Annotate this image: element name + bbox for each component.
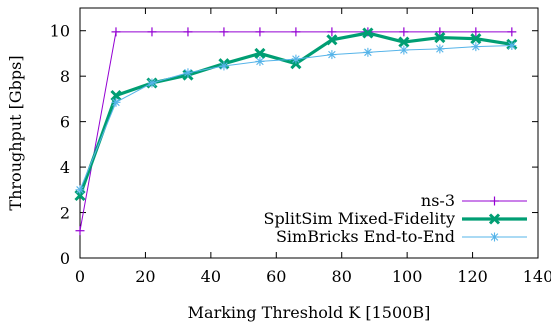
x-tick-label: 100 xyxy=(392,267,423,286)
data-point xyxy=(435,27,445,37)
legend-label: SplitSim Mixed-Fidelity xyxy=(264,209,455,228)
data-point xyxy=(398,36,410,48)
x-tick-label: 0 xyxy=(75,267,85,286)
series-layer xyxy=(74,27,518,236)
data-point xyxy=(254,47,266,60)
y-tick-label: 4 xyxy=(60,158,70,177)
data-point xyxy=(326,34,338,46)
data-point xyxy=(111,27,121,37)
legend-item: SplitSim Mixed-Fidelity xyxy=(264,209,527,228)
data-point xyxy=(147,27,157,37)
data-point xyxy=(362,27,374,39)
series-0 xyxy=(75,27,517,236)
data-point xyxy=(75,185,85,195)
data-point xyxy=(255,56,265,66)
x-tick-label: 120 xyxy=(457,267,488,286)
data-point xyxy=(471,27,481,37)
data-point xyxy=(111,97,121,107)
data-point xyxy=(291,27,301,37)
legend-label: ns-3 xyxy=(421,191,455,210)
data-point xyxy=(290,58,302,70)
data-point xyxy=(291,54,301,64)
data-point xyxy=(507,27,517,37)
y-tick-label: 0 xyxy=(60,249,70,268)
series-2 xyxy=(75,41,517,195)
data-point xyxy=(327,27,337,37)
data-point xyxy=(507,41,517,50)
series-1 xyxy=(74,27,518,202)
y-tick-label: 8 xyxy=(60,67,70,86)
data-point xyxy=(471,42,481,52)
x-axis-title: Marking Threshold K [1500B] xyxy=(188,303,431,322)
data-point xyxy=(470,33,482,45)
x-tick-label: 20 xyxy=(135,267,155,286)
x-tick-label: 140 xyxy=(523,267,551,286)
y-axis-title: Throughput [Gbps] xyxy=(6,55,25,210)
legend-label: SimBricks End-to-End xyxy=(276,227,455,246)
data-point xyxy=(255,27,265,37)
data-point xyxy=(183,68,193,78)
y-tick-label: 10 xyxy=(50,22,70,41)
data-point xyxy=(363,47,373,57)
data-point xyxy=(435,44,445,54)
data-point xyxy=(183,27,193,37)
plot-area xyxy=(79,7,539,259)
data-point xyxy=(219,61,229,71)
data-point xyxy=(147,78,157,88)
x-tick-label: 80 xyxy=(332,267,352,286)
legend-marker xyxy=(488,213,501,225)
x-tick-label: 60 xyxy=(266,267,286,286)
data-point xyxy=(434,31,446,44)
data-point xyxy=(399,45,409,55)
legend-marker xyxy=(490,196,499,206)
legend-item: SimBricks End-to-End xyxy=(276,227,527,246)
data-point xyxy=(75,226,85,236)
legend-item: ns-3 xyxy=(421,191,527,210)
axis-ticks: 0 20 40 60 80 100 120 140 0 2 4 6 8 10 xyxy=(50,8,551,286)
data-point xyxy=(110,89,122,102)
y-tick-label: 2 xyxy=(60,204,70,223)
legend-marker xyxy=(490,232,499,242)
series-line xyxy=(79,45,512,191)
data-point xyxy=(219,27,229,37)
data-point xyxy=(327,50,337,60)
x-tick-label: 40 xyxy=(201,267,221,286)
y-tick-label: 6 xyxy=(60,113,70,132)
data-point xyxy=(399,27,409,37)
